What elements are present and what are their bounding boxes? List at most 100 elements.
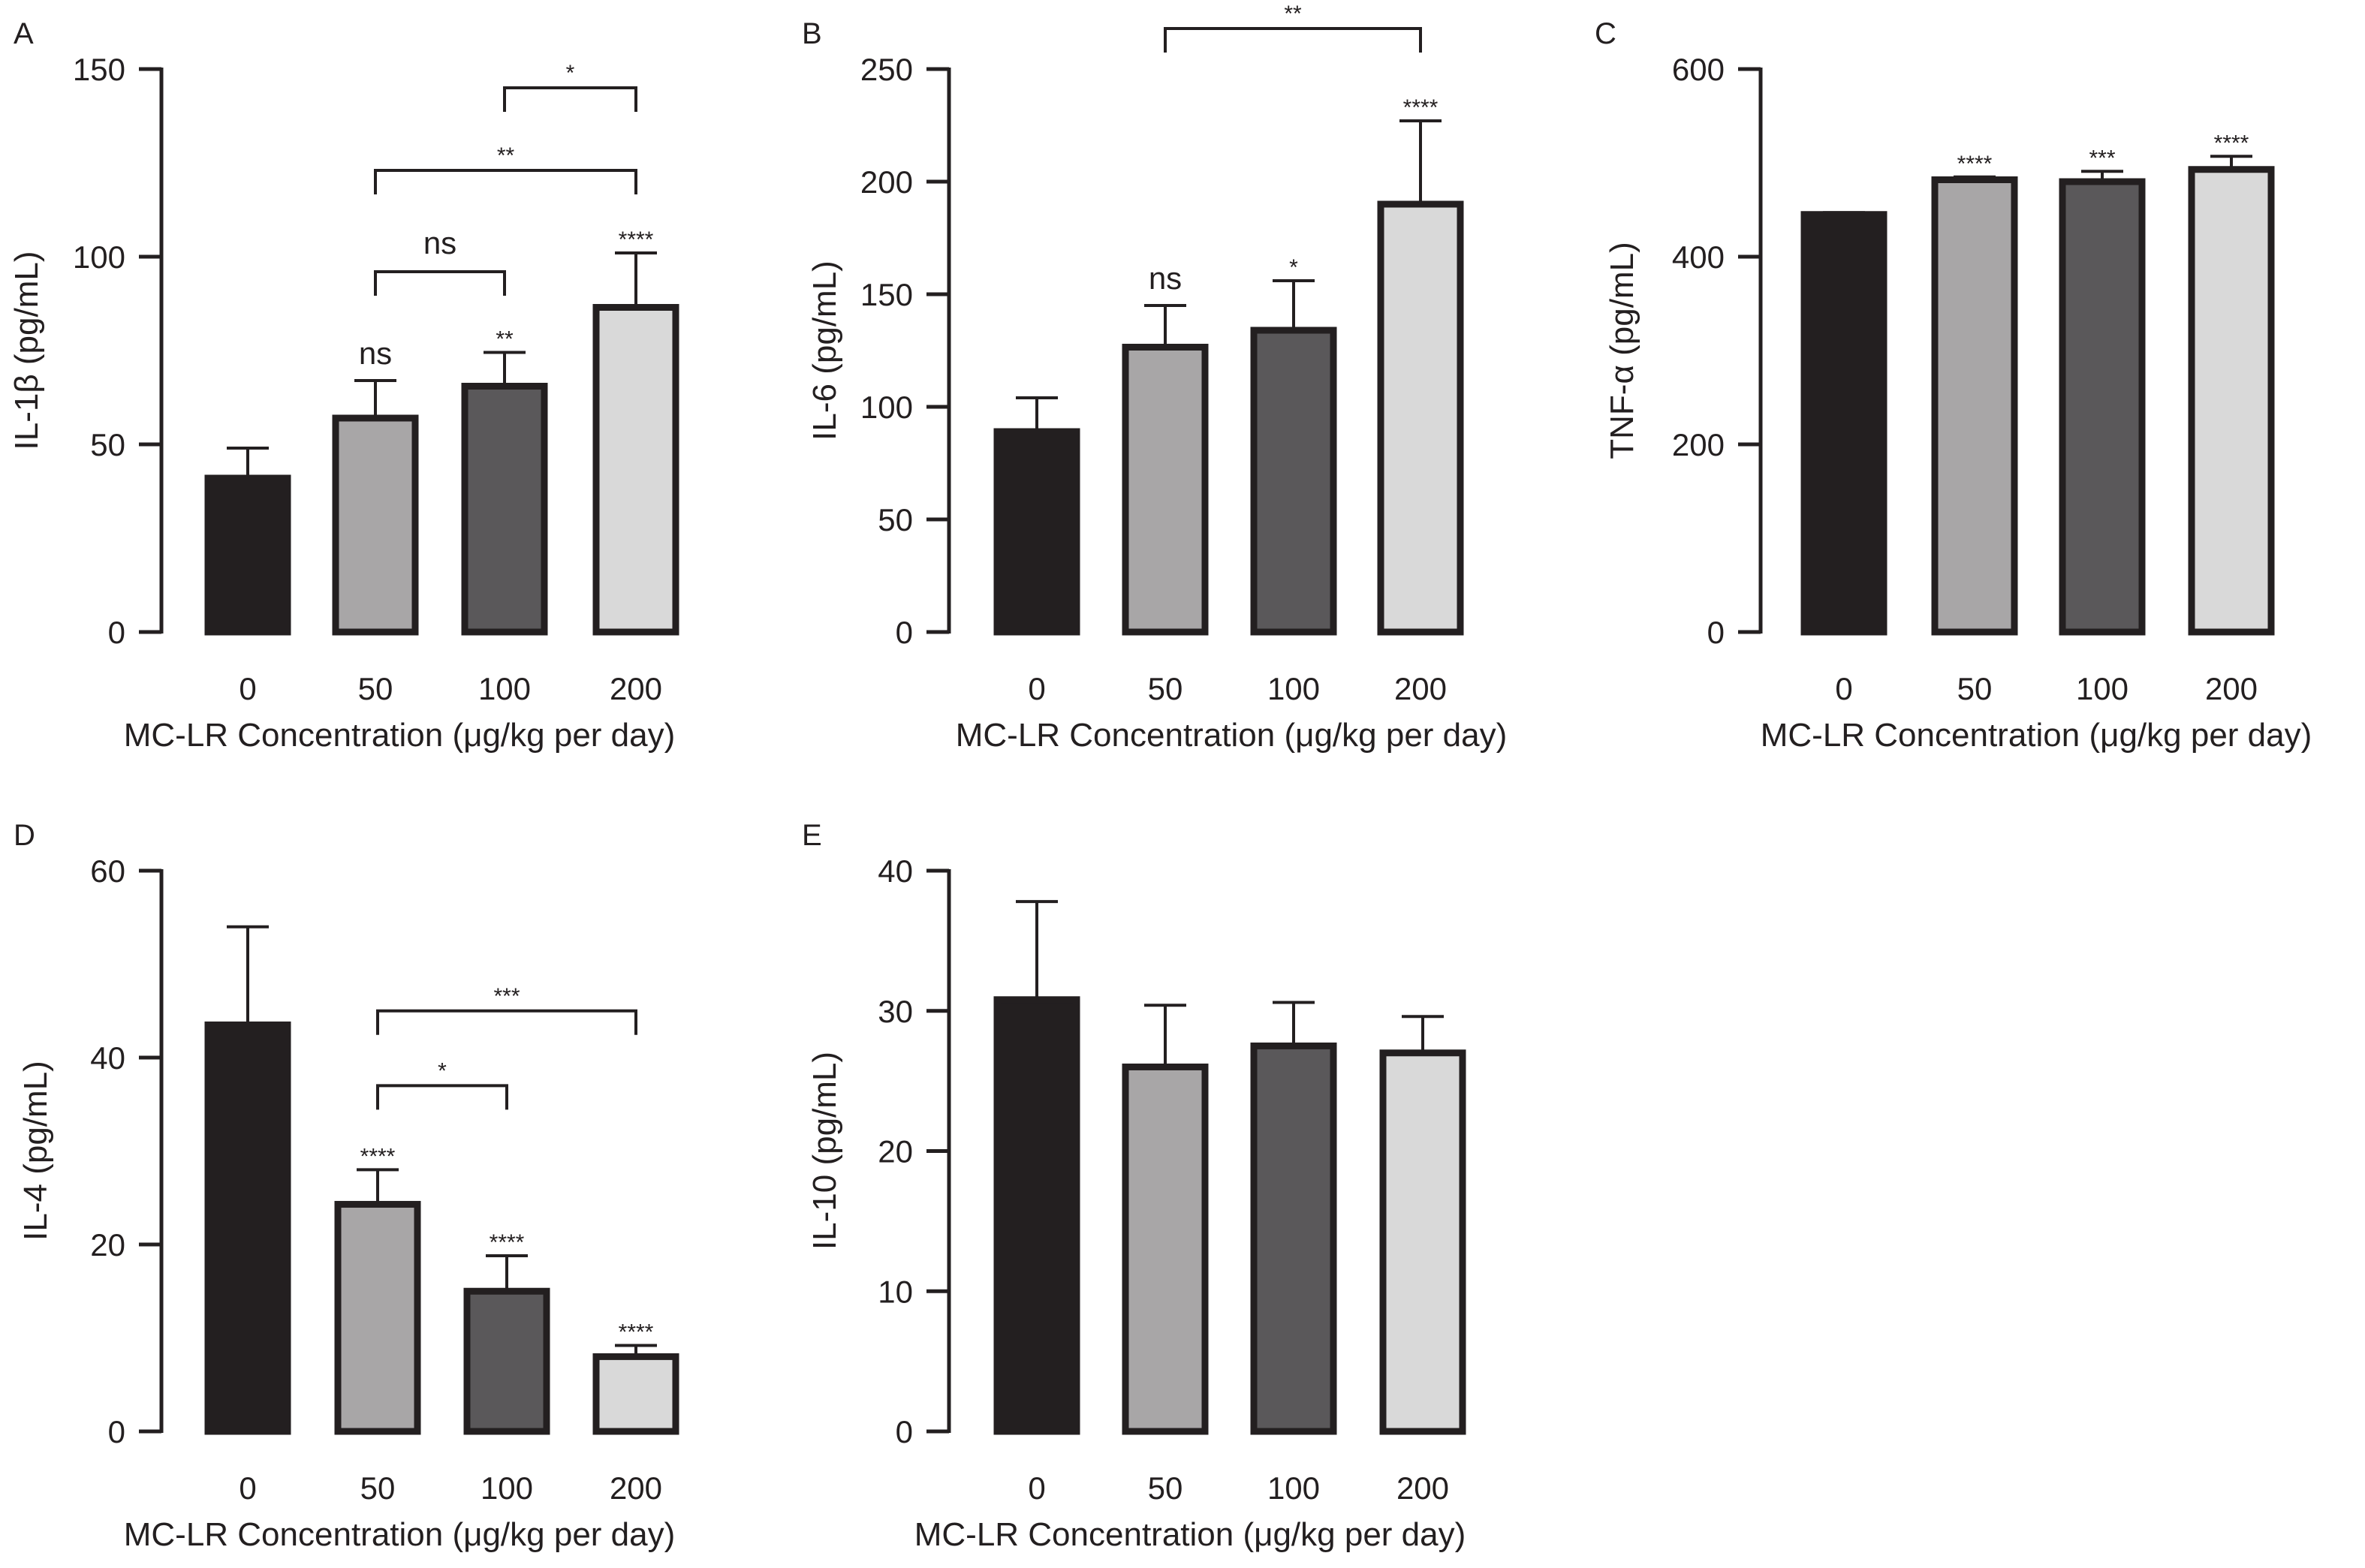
x-axis-title: MC-LR Concentration (μg/kg per day) [956, 717, 1508, 754]
x-tick-label: 0 [1028, 1470, 1045, 1506]
y-tick-label: 20 [878, 1134, 913, 1169]
y-tick-label: 50 [878, 502, 913, 537]
y-tick-label: 0 [896, 1414, 913, 1449]
y-tick-label: 250 [860, 52, 913, 87]
chart-panel-c: C 0 200 400 600 0 50 **** 100 *** 200 **** TNF-α (pg… [1595, 17, 2312, 754]
bar-100 [1250, 1042, 1337, 1435]
bar-0 [204, 1021, 291, 1435]
x-tick-label: 200 [1394, 671, 1447, 706]
x-tick-label: 100 [478, 671, 531, 706]
bar-200 [1379, 1049, 1466, 1435]
bar-50 [332, 414, 419, 636]
bar-100 [461, 383, 548, 636]
y-tick-label: 600 [1672, 52, 1725, 87]
y-tick-label: 200 [1672, 427, 1725, 462]
bar-50 [334, 1200, 421, 1435]
comparison-bracket [376, 1009, 637, 1035]
significance-label: * [1289, 255, 1298, 280]
y-tick-label: 20 [90, 1227, 125, 1263]
comparison-bracket [374, 169, 637, 194]
significance-label: **** [1403, 95, 1439, 120]
x-tick-label: 50 [358, 671, 393, 706]
y-axis-title: IL-1β (pg/mL) [8, 251, 45, 450]
significance-label: *** [2089, 146, 2115, 170]
y-tick-label: 40 [90, 1040, 125, 1076]
significance-label: ns [359, 336, 392, 371]
panel-letter: A [14, 17, 34, 50]
y-tick-label: 0 [896, 615, 913, 650]
x-tick-label: 200 [610, 671, 662, 706]
y-axis-title: IL-10 (pg/mL) [806, 1052, 843, 1250]
x-axis-title: MC-LR Concentration (μg/kg per day) [1761, 717, 2312, 754]
x-tick-label: 0 [1835, 671, 1852, 706]
bracket-label: ** [497, 143, 515, 168]
x-tick-label: 100 [2076, 671, 2128, 706]
significance-label: **** [619, 227, 654, 252]
bracket-label: ns [423, 225, 456, 260]
significance-label: **** [1957, 152, 1993, 176]
significance-label: **** [360, 1144, 396, 1169]
bar-100 [2059, 178, 2146, 636]
panel-letter: D [14, 819, 35, 852]
bar-200 [592, 1353, 679, 1435]
bar-200 [1377, 200, 1464, 636]
y-tick-label: 50 [90, 427, 125, 462]
comparison-bracket [374, 270, 506, 296]
bar-200 [2188, 166, 2275, 636]
bracket-label: * [566, 61, 575, 86]
significance-label: **** [619, 1320, 654, 1344]
y-tick-label: 100 [860, 390, 913, 425]
y-tick-label: 400 [1672, 239, 1725, 275]
y-axis-title: IL-4 (pg/mL) [17, 1061, 54, 1241]
bracket-label: * [438, 1058, 447, 1083]
x-tick-label: 100 [1267, 1470, 1320, 1506]
x-axis-title: MC-LR Concentration (μg/kg per day) [914, 1516, 1466, 1553]
bar-0 [1800, 211, 1887, 636]
bar-0 [993, 996, 1080, 1435]
comparison-bracket [1164, 27, 1422, 53]
x-tick-label: 50 [1148, 1470, 1183, 1506]
panel-letter: B [802, 17, 822, 50]
y-tick-label: 200 [860, 164, 913, 200]
y-tick-label: 0 [1707, 615, 1725, 650]
bracket-label: ** [1284, 2, 1302, 26]
bar-0 [204, 474, 291, 636]
x-tick-label: 0 [239, 671, 256, 706]
chart-panel-e: E 0 10 20 30 40 0 50 100 200 IL-10 (pg/mL) MC-LR Co… [802, 819, 1466, 1553]
x-axis-title: MC-LR Concentration (μg/kg per day) [124, 1516, 676, 1553]
y-tick-label: 40 [878, 853, 913, 889]
y-tick-label: 30 [878, 994, 913, 1029]
bracket-label: *** [493, 984, 520, 1009]
y-axis-title: IL-6 (pg/mL) [806, 260, 843, 441]
x-tick-label: 50 [360, 1470, 396, 1506]
x-tick-label: 0 [1028, 671, 1045, 706]
y-tick-label: 150 [73, 52, 125, 87]
bar-200 [592, 304, 679, 636]
bar-0 [993, 428, 1080, 636]
x-tick-label: 200 [1396, 1470, 1449, 1506]
x-tick-label: 50 [1957, 671, 1993, 706]
y-tick-label: 150 [860, 277, 913, 312]
y-tick-label: 0 [108, 1414, 125, 1449]
comparison-bracket [376, 1084, 508, 1110]
x-tick-label: 200 [610, 1470, 662, 1506]
y-tick-label: 0 [108, 615, 125, 650]
y-tick-label: 10 [878, 1274, 913, 1309]
significance-label: **** [2214, 131, 2249, 155]
bar-100 [1250, 327, 1337, 636]
y-tick-label: 100 [73, 239, 125, 275]
y-tick-label: 60 [90, 853, 125, 889]
x-axis-title: MC-LR Concentration (μg/kg per day) [124, 717, 676, 754]
x-tick-label: 50 [1148, 671, 1183, 706]
y-axis-title: TNF-α (pg/mL) [1604, 242, 1640, 459]
bar-100 [463, 1287, 550, 1435]
significance-label: ** [496, 327, 514, 352]
bar-50 [1931, 176, 2018, 636]
panel-letter: E [802, 819, 822, 852]
x-tick-label: 100 [481, 1470, 533, 1506]
bar-50 [1122, 1063, 1209, 1435]
